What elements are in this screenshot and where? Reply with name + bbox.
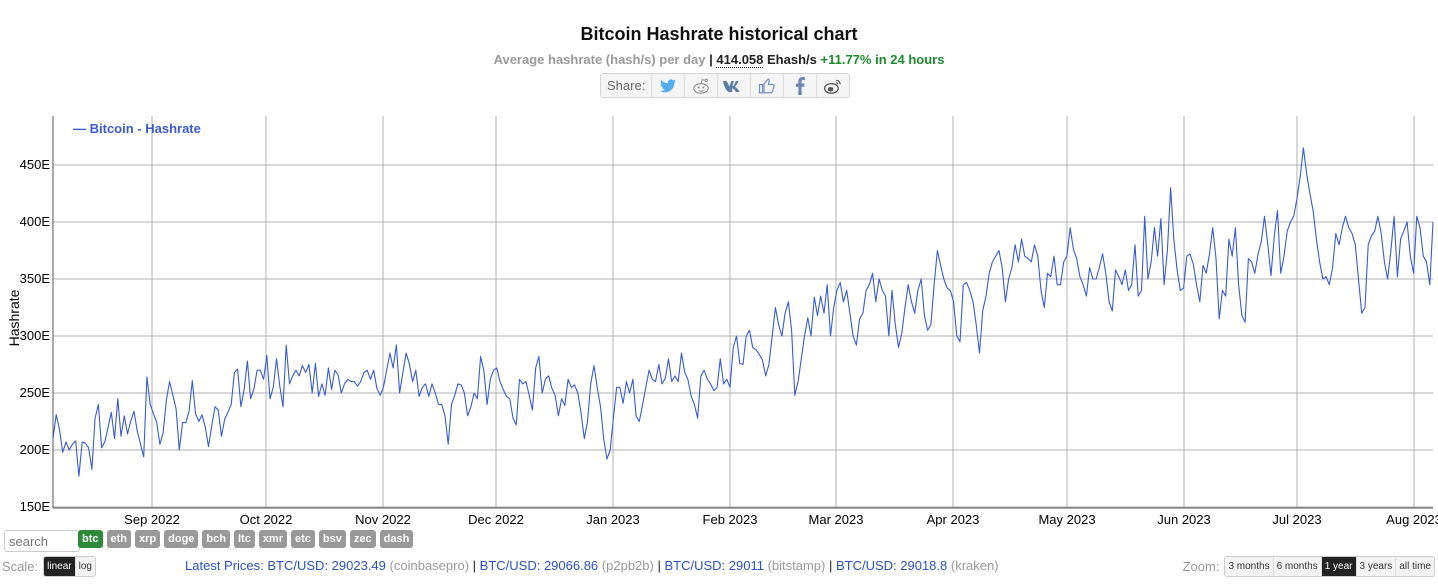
coin-button-xrp[interactable]: xrp bbox=[135, 530, 161, 548]
price-separator: | bbox=[825, 558, 833, 573]
scale-button-log[interactable]: log bbox=[75, 557, 95, 576]
zoom-button-6-months[interactable]: 6 months bbox=[1273, 557, 1322, 576]
x-tick-label: Dec 2022 bbox=[468, 512, 524, 527]
zoom-button-3-months[interactable]: 3 months bbox=[1225, 557, 1274, 576]
price-separator: | bbox=[469, 558, 477, 573]
latest-prices: Latest Prices: BTC/USD: 29023.49 (coinba… bbox=[185, 558, 999, 573]
current-hashrate-value: 414.058 bbox=[716, 52, 764, 68]
coin-button-dash[interactable]: dash bbox=[379, 530, 414, 548]
share-weibo-button[interactable] bbox=[817, 74, 849, 97]
price-link-0[interactable]: BTC/USD: 29023.49 bbox=[267, 558, 386, 573]
facebook-icon bbox=[796, 76, 806, 95]
scale-control: Scale: linear log bbox=[2, 556, 96, 577]
price-exchange: (bitstamp) bbox=[767, 558, 826, 573]
coin-selector: btc eth xrp doge bch ltc xmr etc bsv zec dash bbox=[78, 530, 414, 548]
like-icon bbox=[759, 78, 775, 93]
y-tick-label: 200E bbox=[19, 442, 50, 457]
share-bar: Share: bbox=[600, 73, 851, 98]
hashrate-change: +11.77% in 24 hours bbox=[820, 52, 945, 67]
zoom-button-group: 3 months 6 months 1 year 3 years all time bbox=[1224, 556, 1435, 577]
search-input[interactable] bbox=[4, 530, 80, 552]
x-tick-label: Feb 2023 bbox=[702, 512, 758, 527]
weibo-icon bbox=[824, 79, 842, 94]
zoom-label: Zoom: bbox=[1182, 559, 1220, 574]
y-tick-label: 400E bbox=[19, 214, 50, 229]
coin-button-eth[interactable]: eth bbox=[106, 530, 131, 548]
zoom-control: Zoom: 3 months 6 months 1 year 3 years all t… bbox=[1183, 556, 1435, 577]
coin-button-doge[interactable]: doge bbox=[164, 530, 199, 548]
share-reddit-button[interactable] bbox=[685, 74, 719, 97]
legend-item-bitcoin-hashrate[interactable]: — Bitcoin - Hashrate bbox=[73, 121, 201, 136]
y-tick-label: 150E bbox=[19, 499, 50, 514]
price-exchange: (kraken) bbox=[950, 558, 999, 573]
share-vk-button[interactable] bbox=[718, 74, 752, 97]
price-exchange: (p2pb2b) bbox=[601, 558, 654, 573]
coin-button-ltc[interactable]: ltc bbox=[233, 530, 255, 548]
price-exchange: (coinbasepro) bbox=[389, 558, 470, 573]
zoom-button-all-time[interactable]: all time bbox=[1396, 557, 1434, 576]
x-tick-label: May 2023 bbox=[1038, 512, 1096, 527]
y-tick-label: 250E bbox=[19, 385, 50, 400]
subtitle: Average hashrate (hash/s) per day | 414.… bbox=[0, 52, 1438, 68]
coin-button-etc[interactable]: etc bbox=[291, 530, 315, 548]
hashrate-chart[interactable] bbox=[0, 110, 1438, 520]
x-tick-label: Jul 2023 bbox=[1272, 512, 1322, 527]
y-tick-label: 350E bbox=[19, 271, 50, 286]
share-facebook-button[interactable] bbox=[784, 74, 818, 97]
coin-button-bsv[interactable]: bsv bbox=[318, 530, 346, 548]
hashrate-line bbox=[52, 147, 1434, 477]
subtitle-label: Average hashrate (hash/s) per day bbox=[493, 52, 706, 67]
x-tick-label: Mar 2023 bbox=[808, 512, 864, 527]
twitter-icon bbox=[660, 78, 677, 92]
share-twitter-button[interactable] bbox=[652, 74, 686, 97]
price-separator: | bbox=[653, 558, 661, 573]
reddit-icon bbox=[693, 78, 710, 94]
x-tick-label: Apr 2023 bbox=[926, 512, 980, 527]
scale-label: Scale: bbox=[2, 559, 39, 574]
coin-button-btc[interactable]: btc bbox=[78, 530, 103, 548]
coin-button-zec[interactable]: zec bbox=[349, 530, 376, 548]
x-tick-label: Oct 2022 bbox=[239, 512, 293, 527]
share-label: Share: bbox=[601, 74, 653, 97]
scale-button-linear[interactable]: linear bbox=[44, 557, 76, 576]
x-tick-label: Nov 2022 bbox=[355, 512, 411, 527]
legend-line-marker: — bbox=[73, 121, 90, 136]
x-tick-label: Aug 2023 bbox=[1386, 512, 1438, 527]
page-title: Bitcoin Hashrate historical chart bbox=[580, 24, 858, 44]
price-link-1[interactable]: BTC/USD: 29066.86 bbox=[479, 558, 599, 573]
coin-button-xmr[interactable]: xmr bbox=[258, 530, 287, 548]
scale-button-group: linear log bbox=[43, 556, 96, 577]
x-tick-label: Jun 2023 bbox=[1157, 512, 1211, 527]
legend-label: Bitcoin - Hashrate bbox=[89, 121, 201, 136]
x-tick-label: Jan 2023 bbox=[586, 512, 640, 527]
latest-prices-label: Latest Prices: bbox=[185, 558, 264, 573]
zoom-button-1-year[interactable]: 1 year bbox=[1321, 557, 1357, 576]
subtitle-separator: | bbox=[709, 52, 713, 67]
share-like-button[interactable] bbox=[751, 74, 785, 97]
coin-button-bch[interactable]: bch bbox=[202, 530, 230, 548]
price-link-2[interactable]: BTC/USD: 29011 bbox=[664, 558, 764, 573]
y-tick-label: 450E bbox=[19, 157, 50, 172]
price-link-3[interactable]: BTC/USD: 29018.8 bbox=[835, 558, 948, 573]
y-tick-label: 300E bbox=[19, 328, 50, 343]
x-tick-label: Sep 2022 bbox=[124, 512, 180, 527]
current-hashrate-unit: Ehash/s bbox=[767, 52, 817, 67]
vk-icon bbox=[723, 80, 740, 92]
zoom-button-3-years[interactable]: 3 years bbox=[1356, 557, 1397, 576]
